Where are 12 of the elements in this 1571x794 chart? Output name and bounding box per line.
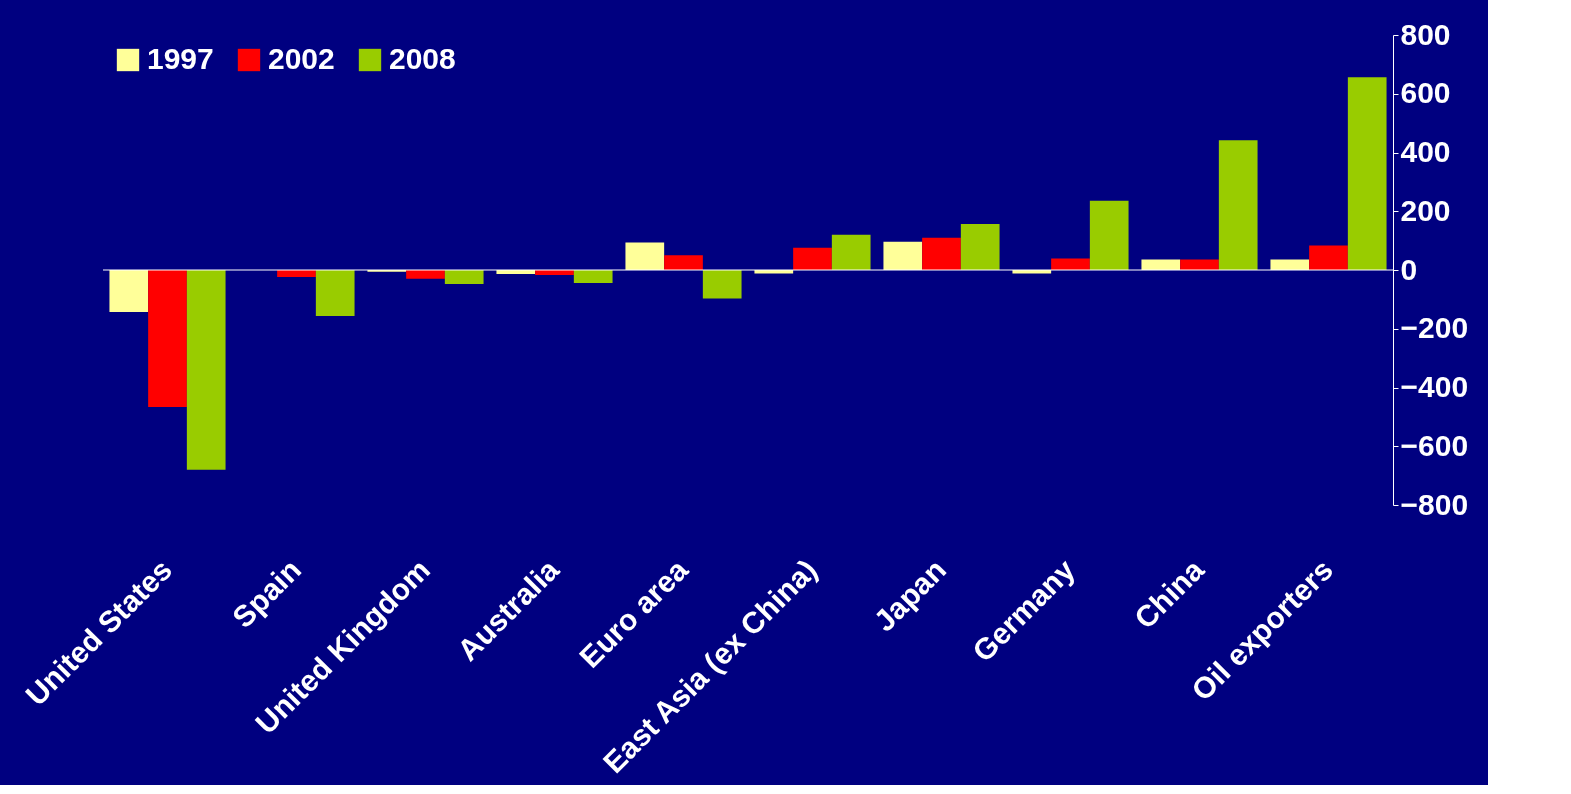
y-tick-label: −400: [1400, 370, 1469, 403]
y-tick-label: −200: [1400, 311, 1469, 345]
legend-label: 1997: [147, 42, 214, 75]
y-tick-label: 200: [1400, 193, 1451, 227]
y-tick-label: 0: [1400, 252, 1418, 286]
y-tick-label: −600: [1400, 428, 1469, 462]
y-tick-label: 600: [1400, 76, 1451, 110]
legend-label: 2008: [389, 42, 456, 75]
y-tick-label: 400: [1400, 135, 1451, 168]
legend-label: 2002: [268, 42, 335, 75]
y-tick-label: 800: [1400, 17, 1451, 51]
y-tick-label: −800: [1400, 487, 1469, 521]
